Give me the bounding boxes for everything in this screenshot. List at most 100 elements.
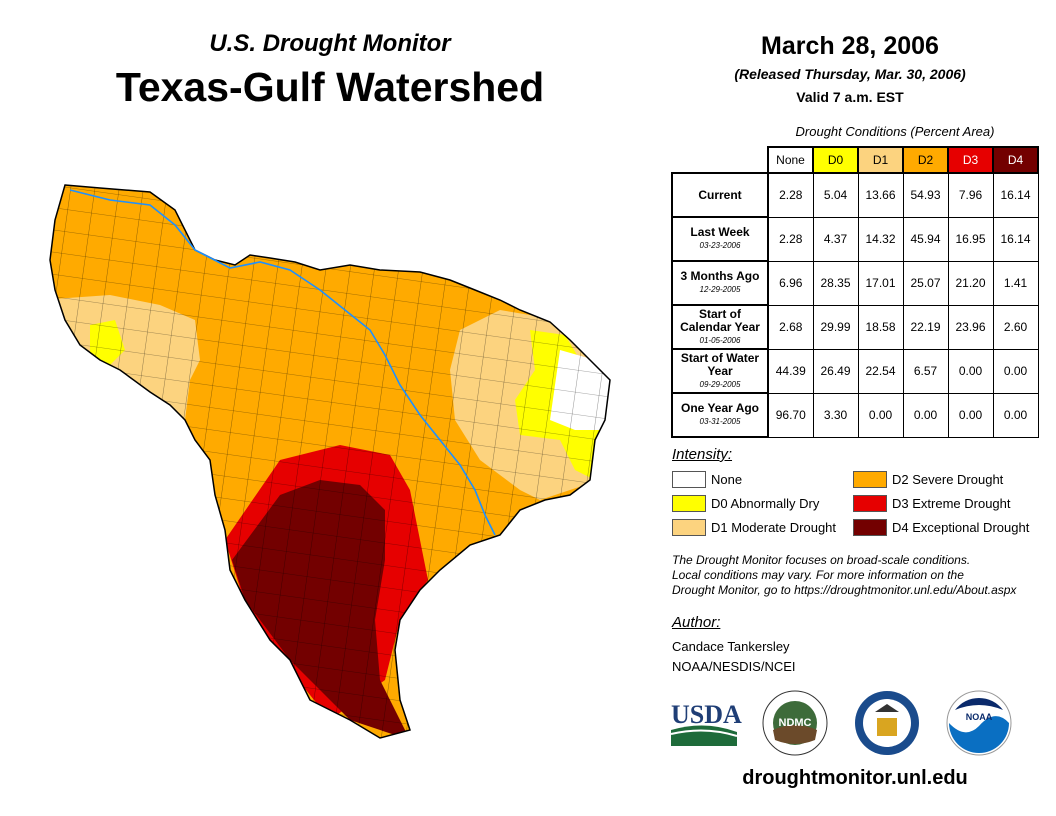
map-title: Texas-Gulf Watershed (115, 64, 545, 110)
author-name: Candace Tankersley (672, 639, 790, 654)
noaa-logo: NOAA (946, 690, 1012, 756)
row-label: Last Week 03-23-2006 (671, 216, 769, 262)
cell-value: 0.00 (947, 392, 994, 438)
cell-value: 22.54 (857, 348, 904, 394)
map-subtitle: U.S. Drought Monitor (209, 30, 451, 57)
cell-value: 17.01 (857, 260, 904, 306)
cell-value: 44.39 (767, 348, 814, 394)
row-label: Start of Water Year 09-29-2005 (671, 348, 769, 394)
cell-value: 4.37 (812, 216, 859, 262)
cell-value: 0.00 (947, 348, 994, 394)
commerce-seal (855, 691, 919, 755)
cell-value: 13.66 (857, 172, 904, 218)
svg-text:USDA: USDA (671, 700, 742, 729)
cell-value: 0.00 (992, 392, 1039, 438)
cell-value: 29.99 (812, 304, 859, 350)
legend-label: D3 Extreme Drought (892, 496, 1011, 511)
legend-title: Intensity: (672, 446, 733, 463)
cell-value: 2.28 (767, 216, 814, 262)
col-d1: D1 (857, 146, 904, 174)
author-org: NOAA/NESDIS/NCEI (672, 659, 796, 674)
cell-value: 0.00 (902, 392, 949, 438)
legend-swatch (853, 495, 887, 512)
cell-value: 16.14 (992, 172, 1039, 218)
cell-value: 22.19 (902, 304, 949, 350)
row-date: 03-31-2005 (699, 417, 741, 426)
table-row: 3 Months Ago 12-29-2005 6.96 28.35 17.01 25.0… (671, 260, 1039, 306)
cell-value: 2.28 (767, 172, 814, 218)
col-d3: D3 (947, 146, 994, 174)
col-d0: D0 (812, 146, 859, 174)
author-info: Candace Tankersley NOAA/NESDIS/NCEI (672, 637, 796, 677)
cell-value: 45.94 (902, 216, 949, 262)
table-row: Start of Water Year 09-29-2005 44.39 26.49 2… (671, 348, 1039, 394)
table-row: One Year Ago 03-31-2005 96.70 3.30 0.00 0.00 0… (671, 392, 1039, 438)
ndmc-logo: NDMC (762, 690, 828, 756)
table-caption: Drought Conditions (Percent Area) (795, 124, 995, 139)
legend-label: D0 Abnormally Dry (711, 496, 820, 511)
cell-value: 1.41 (992, 260, 1039, 306)
col-d4: D4 (992, 146, 1039, 174)
cell-value: 5.04 (812, 172, 859, 218)
legend-label: D2 Severe Drought (892, 472, 1004, 487)
cell-value: 16.95 (947, 216, 994, 262)
col-d2: D2 (902, 146, 949, 174)
cell-value: 2.68 (767, 304, 814, 350)
note-line: Local conditions may vary. For more info… (672, 568, 964, 582)
note-line: Drought Monitor, go to https://droughtmo… (672, 583, 1017, 597)
watershed-map (49, 184, 611, 739)
legend-item: D2 Severe Drought (853, 471, 1003, 488)
row-label: Current (671, 172, 769, 218)
legend-swatch (672, 495, 706, 512)
legend-item: D1 Moderate Drought (672, 519, 836, 536)
drought-conditions-table: None D0 D1 D2 D3 D4 Current 2.28 5.04 13.66… (671, 146, 1039, 438)
cell-value: 2.60 (992, 304, 1039, 350)
legend-label: D1 Moderate Drought (711, 520, 837, 535)
legend-swatch (672, 471, 706, 488)
cell-value: 54.93 (902, 172, 949, 218)
row-label: Start of Calendar Year 01-05-2006 (671, 304, 769, 350)
col-none: None (767, 146, 814, 174)
valid-time: Valid 7 a.m. EST (796, 89, 904, 105)
cell-value: 96.70 (767, 392, 814, 438)
release-date: (Released Thursday, Mar. 30, 2006) (734, 66, 966, 82)
legend-label: D4 Exceptional Drought (892, 520, 1030, 535)
county-boundaries (50, 185, 610, 738)
svg-text:NOAA: NOAA (966, 712, 993, 722)
cell-value: 25.07 (902, 260, 949, 306)
cell-value: 0.00 (857, 392, 904, 438)
row-label: One Year Ago 03-31-2005 (671, 392, 769, 438)
legend-swatch (672, 519, 706, 536)
usda-logo: USDA (670, 700, 742, 746)
legend-swatch (853, 471, 887, 488)
author-title: Author: (672, 614, 721, 631)
cell-value: 14.32 (857, 216, 904, 262)
cell-value: 0.00 (992, 348, 1039, 394)
logos: USDA NDMC NOAA (670, 690, 1012, 756)
cell-value: 28.35 (812, 260, 859, 306)
row-date: 01-05-2006 (699, 335, 741, 345)
cell-value: 18.58 (857, 304, 904, 350)
svg-text:NDMC: NDMC (779, 717, 812, 729)
legend-item: None (672, 471, 742, 488)
cell-value: 16.14 (992, 216, 1039, 262)
table-row: Start of Calendar Year 01-05-2006 2.68 29.9… (671, 304, 1039, 350)
note-line: The Drought Monitor focuses on broad-sca… (672, 553, 971, 567)
cell-value: 6.57 (902, 348, 949, 394)
table-row: Last Week 03-23-2006 2.28 4.37 14.32 45.94 16.… (671, 216, 1039, 262)
cell-value: 21.20 (947, 260, 994, 306)
cell-value: 6.96 (767, 260, 814, 306)
disclaimer-note: The Drought Monitor focuses on broad-sca… (672, 553, 1042, 598)
map-date: March 28, 2006 (761, 32, 939, 60)
cell-value: 7.96 (947, 172, 994, 218)
row-date: 12-29-2005 (699, 285, 741, 294)
legend-item: D0 Abnormally Dry (672, 495, 819, 512)
cell-value: 26.49 (812, 348, 859, 394)
website-url[interactable]: droughtmonitor.unl.edu (742, 767, 968, 789)
legend-item: D4 Exceptional Drought (853, 519, 1029, 536)
river (69, 189, 496, 536)
table-row: Current 2.28 5.04 13.66 54.93 7.96 16.14 (671, 172, 1039, 218)
row-date: 03-23-2006 (699, 241, 741, 250)
legend-swatch (853, 519, 887, 536)
